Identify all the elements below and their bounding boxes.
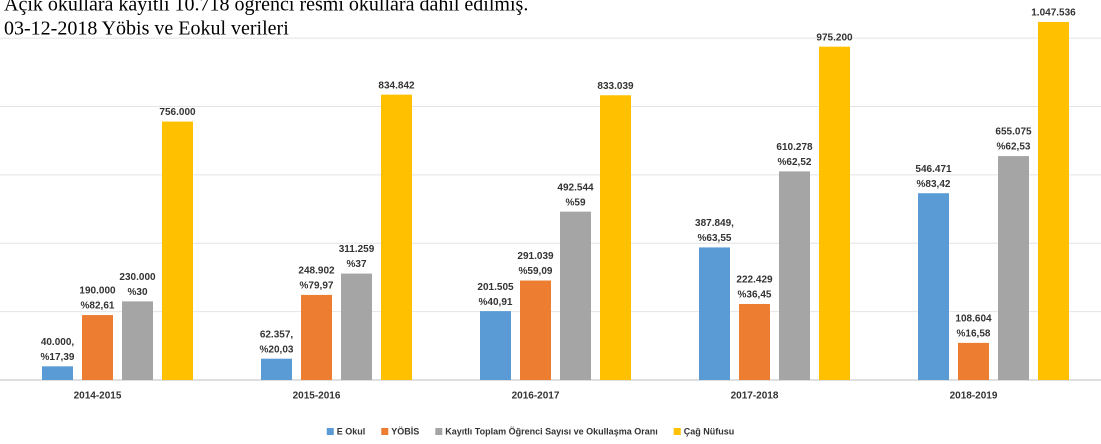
x-tick-label: 2017-2018 xyxy=(731,391,779,402)
x-tick-label: 2016-2017 xyxy=(512,391,560,402)
value-label: 655.075 xyxy=(995,127,1032,138)
value-label: 756.000 xyxy=(159,107,196,118)
legend-label: YÖBİS xyxy=(391,426,419,436)
value-label: %59,09 xyxy=(519,266,553,277)
bar xyxy=(998,156,1029,380)
bar xyxy=(958,342,989,380)
legend-swatch xyxy=(326,428,334,435)
legend-swatch xyxy=(435,428,443,435)
value-label: 833.039 xyxy=(597,81,634,92)
value-label: 248.902 xyxy=(298,266,335,277)
value-label: 387.849, xyxy=(695,218,734,229)
value-label: %20,03 xyxy=(260,344,294,355)
legend-swatch xyxy=(381,428,389,435)
value-label: %17,39 xyxy=(41,352,75,363)
value-label: 610.278 xyxy=(776,142,813,153)
value-label: 975.200 xyxy=(816,32,853,43)
x-tick-label: 2015-2016 xyxy=(293,391,341,402)
bar xyxy=(381,94,412,380)
value-label: 230.000 xyxy=(119,272,156,283)
bar xyxy=(918,193,949,380)
chart-subtitle: 03-12-2018 Yöbis ve Eokul verileri xyxy=(4,18,289,40)
value-label: %40,91 xyxy=(479,297,513,308)
value-label: 291.039 xyxy=(517,251,554,262)
x-tick-label: 2018-2019 xyxy=(950,391,998,402)
chart-title: Açık okullara kayıtlı 10.718 öğrenci res… xyxy=(4,0,528,16)
value-label: 834.842 xyxy=(378,80,415,91)
bar xyxy=(1038,21,1069,381)
value-label: 546.471 xyxy=(915,164,952,175)
bar xyxy=(82,315,113,380)
legend-label: Kayıtlı Toplam Öğrenci Sayısı ve Okullaş… xyxy=(445,426,657,436)
bar xyxy=(600,95,631,380)
value-label: 1.047.536 xyxy=(1031,8,1076,19)
value-label: %16,58 xyxy=(957,329,991,340)
legend-label: Çağ Nüfusu xyxy=(684,426,735,436)
value-label: %62,53 xyxy=(997,142,1031,153)
value-label: 311.259 xyxy=(339,244,375,255)
value-label: 108.604 xyxy=(955,314,992,325)
bar xyxy=(520,280,551,380)
bar xyxy=(699,247,730,380)
value-label: %36,45 xyxy=(738,290,772,301)
bar xyxy=(480,311,511,380)
x-tick-label: 2014-2015 xyxy=(74,391,122,402)
value-label: %82,61 xyxy=(81,301,115,312)
value-label: %79,97 xyxy=(300,281,334,292)
value-label: 222.429 xyxy=(736,275,773,286)
bar xyxy=(301,294,332,380)
value-label: %30 xyxy=(127,287,147,298)
value-label: %83,42 xyxy=(917,179,951,190)
value-label: 492.544 xyxy=(557,182,594,193)
value-label: %59 xyxy=(565,197,585,208)
bar xyxy=(341,273,372,380)
bar xyxy=(261,358,292,380)
bar xyxy=(819,46,850,381)
value-label: %63,55 xyxy=(698,233,732,244)
legend-label: E Okul xyxy=(337,426,366,436)
bar xyxy=(779,171,810,380)
bar xyxy=(162,121,193,381)
value-label: %62,52 xyxy=(778,157,812,168)
bar xyxy=(560,211,591,380)
bar xyxy=(739,303,770,380)
value-label: 40.000, xyxy=(41,337,75,348)
value-label: %37 xyxy=(346,259,366,270)
value-label: 62.357, xyxy=(260,329,294,340)
legend-swatch xyxy=(673,428,681,435)
bar xyxy=(122,301,153,380)
bar xyxy=(42,366,73,380)
value-label: 201.505 xyxy=(477,282,514,293)
value-label: 190.000 xyxy=(79,286,116,297)
